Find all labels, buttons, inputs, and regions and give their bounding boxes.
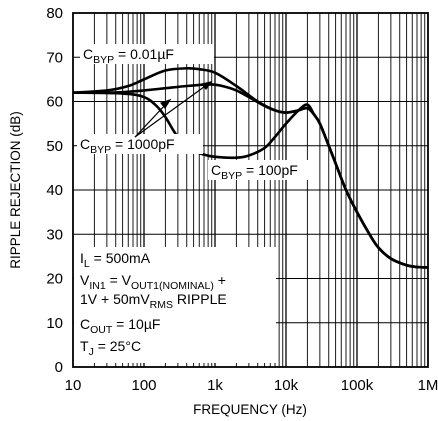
cond-il: IL = 500mA (80, 250, 151, 270)
x-tick-label: 100 (131, 377, 156, 394)
x-tick-labels: 10 100 1k 10k 100k 1M (65, 377, 438, 394)
x-axis-title: FREQUENCY (Hz) (193, 402, 307, 417)
cond-tj: TJ = 25°C (80, 338, 141, 358)
label-cbyp-001-bg (80, 44, 214, 64)
arrow-1000pf-2 (134, 102, 168, 138)
x-tick-label: 10 (65, 377, 82, 394)
y-axis-title: RIPPLE REJECTION (dB) (8, 111, 23, 269)
x-tick-label: 100k (341, 377, 374, 394)
label-cbyp-1000-bg (77, 134, 203, 154)
label-cbyp-001: CBYP = 0.01µF (83, 46, 174, 66)
y-tick-label: 70 (46, 49, 63, 66)
x-tick-label: 10k (274, 377, 299, 394)
cond-vin1: VIN1 = VOUT1(NOMINAL) + (80, 272, 226, 292)
chart-series (72, 66, 429, 269)
plot-frame (72, 12, 429, 368)
arrow-1000pf (134, 83, 209, 138)
y-tick-label: 30 (46, 226, 63, 243)
arrowhead-1000pf-2 (159, 98, 172, 110)
y-tick-label: 0 (55, 359, 63, 376)
y-tick-label: 10 (46, 315, 63, 332)
cond-cout: COUT = 10µF (80, 316, 160, 336)
cond-ripple: 1V + 50mVRMS RIPPLE (80, 291, 227, 311)
series-line-2 (72, 91, 429, 269)
x-tick-label: 1M (418, 377, 438, 394)
conditions-block: IL = 500mA VIN1 = VOUT1(NOMINAL) + 1V + … (80, 250, 227, 358)
y-tick-label: 50 (46, 138, 63, 155)
label-cbyp-1000: CBYP = 1000pF (80, 136, 175, 156)
conditions-box-bg (74, 247, 276, 363)
y-tick-labels: 0 10 20 30 40 50 60 70 80 (46, 5, 63, 376)
y-tick-label: 80 (46, 5, 63, 22)
label-cbyp-100-bg (208, 160, 318, 180)
y-tick-label: 20 (46, 271, 63, 288)
arrowhead-1000pf (200, 81, 213, 90)
y-tick-label: 60 (46, 94, 63, 111)
label-cbyp-100: CBYP = 100pF (211, 162, 298, 182)
x-tick-label: 1k (207, 377, 223, 394)
callout-arrows (134, 81, 213, 138)
y-tick-label: 40 (46, 182, 63, 199)
